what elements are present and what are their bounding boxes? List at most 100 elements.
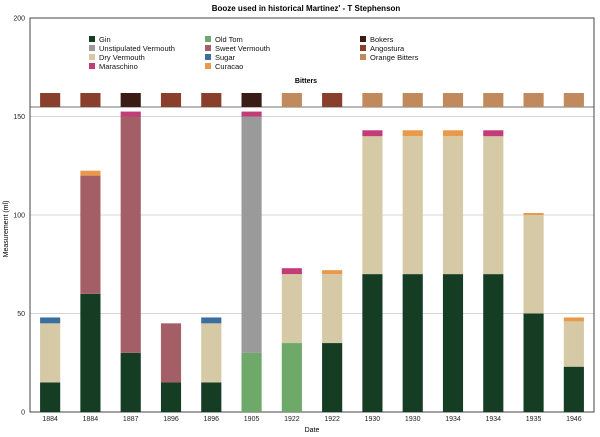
bar-segment [80,293,101,412]
x-tick-label: 1934 [485,416,501,423]
bitters-mark [362,93,383,107]
bar-segment [523,213,544,215]
legend-swatch [205,36,211,42]
x-tick-label: 1922 [284,416,300,423]
bitters-mark [241,93,262,107]
x-tick-label: 1930 [365,416,381,423]
bitters-mark [563,93,584,107]
bitters-mark [201,93,222,107]
x-tick-labels: 1884 1884 1887 1896 1896 1905 1922 1922 1930 1930… [42,416,581,423]
legend-label: Dry Vermouth [99,53,145,62]
bar-segment [40,382,61,412]
legend-swatch [89,45,95,51]
y-axis-label: Measurement (ml) [3,201,10,258]
bar-segment [281,274,302,344]
bar-segment [241,116,262,353]
legend-label: Sugar [215,53,236,62]
legend-swatch [89,63,95,69]
x-tick-label: 1887 [123,416,139,423]
x-tick-label: 1884 [42,416,58,423]
bitters-row [30,93,594,108]
legend: Gin Old Tom Bokers Unstipulated Vermouth Swe… [89,35,419,71]
bar-segment [442,136,464,275]
y-tick-label: 150 [13,114,25,121]
x-tick-label: 1884 [83,416,99,423]
bar-segment [322,274,343,344]
legend-label: Angostura [370,44,405,53]
bitters-mark [160,93,182,107]
bar-segment [120,111,141,117]
bar-segment [322,343,343,412]
legend-label: Gin [99,35,111,44]
bar-segment [120,352,141,412]
y-tick-label: 200 [13,16,25,23]
bar-segment [563,321,584,367]
bitters-mark [120,93,141,107]
bitters-mark [322,93,343,107]
bar-segment [80,170,101,176]
legend-label: Unstipulated Vermouth [99,44,175,53]
x-tick-label: 1896 [203,416,219,423]
bar-segment [160,382,182,412]
bar-segment [362,274,383,412]
bar-segment [241,111,262,117]
bar-segment [402,274,423,412]
bitters-mark [483,93,504,107]
bar-segment [402,130,423,137]
legend-label: Bokers [370,35,394,44]
bar-segment [563,317,584,322]
bar-segment [523,313,544,412]
bar-segment [442,130,464,137]
legend-swatch [360,45,366,51]
legend-swatch [205,63,211,69]
x-tick-label: 1896 [163,416,179,423]
legend-swatch [205,45,211,51]
legend-swatch [360,36,366,42]
x-tick-label: 1930 [405,416,421,423]
bar-segment [442,274,464,412]
legend-label: Old Tom [215,35,243,44]
bar-segment [281,268,302,275]
bar-segment [40,323,61,383]
legend-label: Maraschino [99,62,138,71]
bars [40,111,584,412]
bar-segment [40,317,61,324]
bar-segment [120,116,141,353]
bar-segment [201,323,222,383]
y-tick-labels: 0 50 100 150 200 [13,16,25,417]
bar-segment [201,317,222,324]
bitters-mark [40,93,61,107]
plot-frame [29,17,595,413]
bar-segment [483,136,504,275]
bar-segment [483,274,504,412]
legend-label: Orange Bitters [370,53,419,62]
bar-segment [362,136,383,275]
bitters-mark [281,93,302,107]
bar-segment [160,323,182,383]
bar-segment [523,215,544,314]
bitters-mark [402,93,423,107]
x-tick-label: 1946 [566,416,582,423]
y-tick-label: 0 [21,410,25,417]
bar-segment [80,175,101,294]
bar-segment [483,130,504,137]
x-tick-label: 1934 [445,416,461,423]
bitters-mark [80,93,101,107]
x-axis-label: Date [305,427,320,434]
bar-segment [563,366,584,412]
bar-segment [281,343,302,412]
bitters-mark [523,93,544,107]
x-tick-label: 1935 [526,416,542,423]
legend-swatch [205,54,211,60]
legend-swatch [360,54,366,60]
bar-segment [402,136,423,275]
bar-segment [362,130,383,137]
bitters-label: Bitters [295,78,317,85]
legend-label: Curacao [215,62,243,71]
chart-title: Booze used in historical Martinez' - T S… [212,4,401,13]
x-tick-label: 1922 [324,416,340,423]
bitters-mark [442,93,464,107]
bar-segment [201,382,222,412]
y-tick-label: 50 [17,311,25,318]
legend-label: Sweet Vermouth [215,44,270,53]
